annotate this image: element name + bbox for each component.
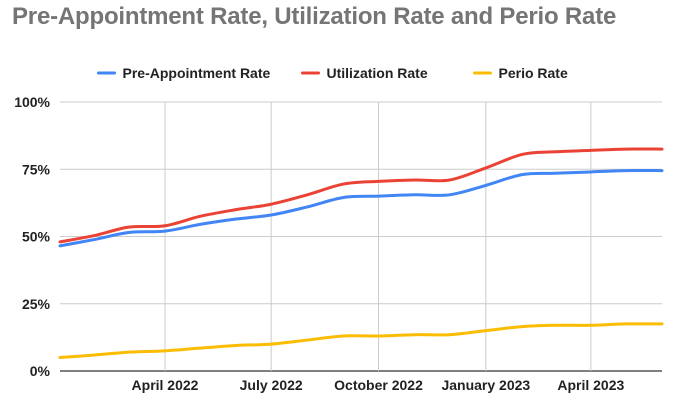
legend-label-perio-rate: Perio Rate	[499, 65, 568, 81]
series-line-utilization-rate	[58, 147, 664, 244]
x-tick-label: April 2022	[132, 377, 199, 393]
legend-label-pre-appointment-rate: Pre-Appointment Rate	[123, 65, 271, 81]
x-tick-label: July 2022	[240, 377, 303, 393]
y-tick-label: 0%	[30, 363, 51, 379]
x-tick-label: April 2023	[557, 377, 624, 393]
series-line-pre-appointment-rate	[58, 168, 664, 248]
y-tick-label: 75%	[22, 161, 51, 177]
x-tick-label: January 2023	[441, 377, 530, 393]
x-tick-label: October 2022	[334, 377, 423, 393]
y-tick-label: 100%	[14, 94, 50, 110]
chart-title: Pre-Appointment Rate, Utilization Rate a…	[12, 3, 617, 30]
legend-label-utilization-rate: Utilization Rate	[327, 65, 428, 81]
y-tick-label: 25%	[22, 296, 51, 312]
y-tick-label: 50%	[22, 229, 51, 245]
series-line-perio-rate	[58, 322, 664, 360]
